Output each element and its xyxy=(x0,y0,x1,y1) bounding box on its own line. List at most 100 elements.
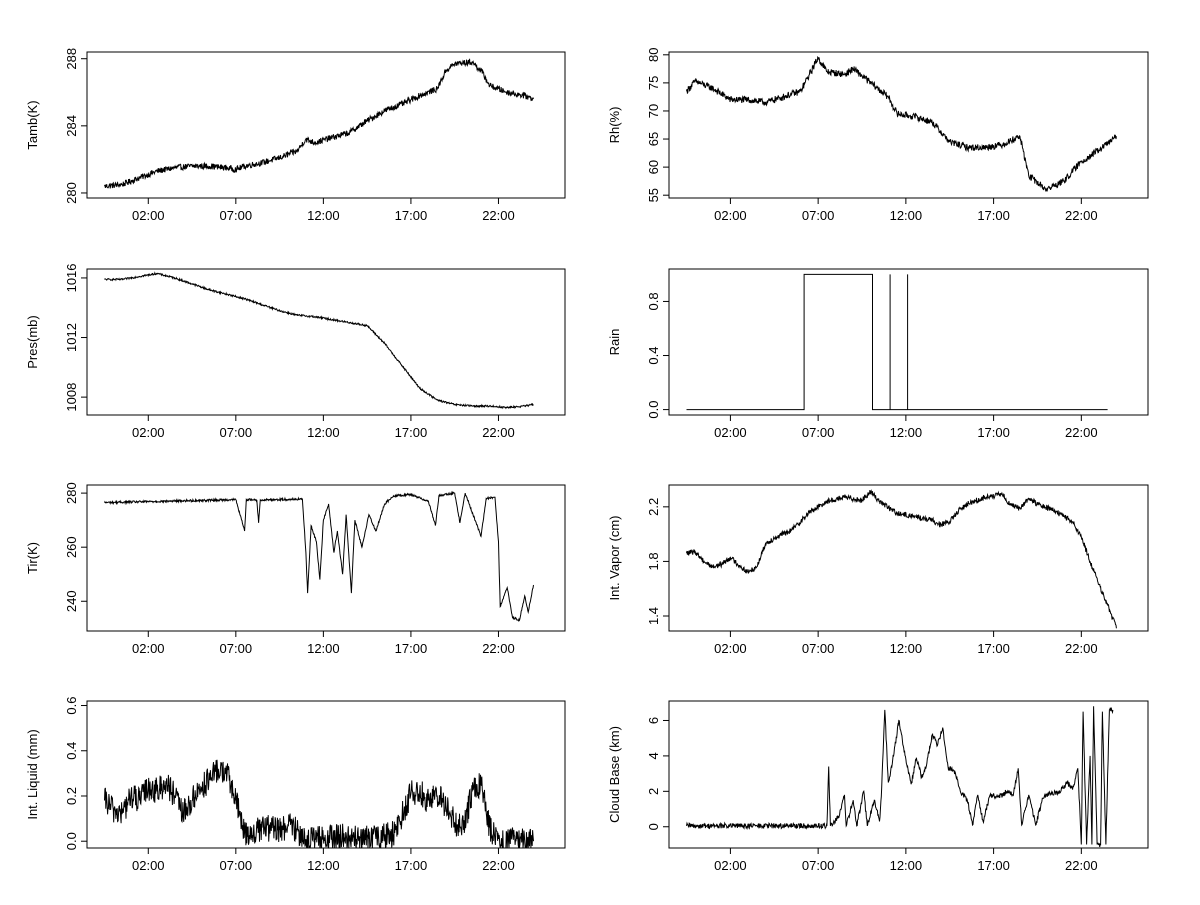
y-tick-label: 2 xyxy=(646,788,661,795)
series-line xyxy=(686,55,1117,192)
x-tick-label: 02:00 xyxy=(714,208,747,223)
x-tick-label: 07:00 xyxy=(220,858,253,873)
y-tick-label: 284 xyxy=(64,115,79,137)
x-tick-label: 07:00 xyxy=(220,425,253,440)
plot-frame xyxy=(86,51,566,199)
y-tick-label: 280 xyxy=(64,182,79,204)
plot-frame xyxy=(668,51,1149,199)
series-line xyxy=(104,58,534,189)
x-tick-label: 22:00 xyxy=(1065,641,1098,656)
x-tick-label: 02:00 xyxy=(714,858,747,873)
x-tick-label: 12:00 xyxy=(890,641,923,656)
y-tick-label: 1016 xyxy=(64,263,79,292)
y-tick-label: 75 xyxy=(646,76,661,90)
plot-frame xyxy=(86,700,566,849)
y-axis-label: Tamb(K) xyxy=(25,100,40,149)
x-tick-label: 02:00 xyxy=(714,425,747,440)
x-tick-label: 12:00 xyxy=(307,858,340,873)
x-tick-label: 22:00 xyxy=(482,425,515,440)
y-tick-label: 0.8 xyxy=(646,292,661,310)
series-line xyxy=(104,490,534,623)
y-tick-label: 1008 xyxy=(64,383,79,412)
x-tick-label: 17:00 xyxy=(977,641,1010,656)
y-tick-label: 1012 xyxy=(64,323,79,352)
x-tick-label: 07:00 xyxy=(802,425,835,440)
y-axis-label: Rh(%) xyxy=(607,107,622,144)
plot-frame xyxy=(86,484,566,632)
panel-tir: 02:00 07:00 12:00 17:00 22:00 240 260 280 Tir(K) xyxy=(25,482,566,656)
x-tick-label: 17:00 xyxy=(395,425,428,440)
y-tick-label: 280 xyxy=(64,482,79,504)
x-tick-label: 22:00 xyxy=(1065,425,1098,440)
x-tick-label: 17:00 xyxy=(395,208,428,223)
x-tick-label: 17:00 xyxy=(977,858,1010,873)
y-axis-label: Int. Liquid (mm) xyxy=(25,729,40,819)
plot-frame xyxy=(668,484,1149,632)
y-axis-label: Tir(K) xyxy=(25,542,40,574)
x-tick-label: 07:00 xyxy=(220,641,253,656)
y-tick-label: 55 xyxy=(646,188,661,202)
x-tick-label: 02:00 xyxy=(132,858,165,873)
x-tick-label: 22:00 xyxy=(1065,208,1098,223)
series-line xyxy=(686,706,1114,848)
y-tick-label: 80 xyxy=(646,48,661,62)
plot-frame xyxy=(86,268,566,416)
y-tick-label: 0.4 xyxy=(646,346,661,364)
series-line xyxy=(104,271,534,410)
x-tick-label: 12:00 xyxy=(307,641,340,656)
series-line xyxy=(686,489,1117,629)
x-tick-label: 02:00 xyxy=(132,641,165,656)
series-line xyxy=(686,273,1108,411)
x-tick-label: 12:00 xyxy=(307,425,340,440)
y-axis-label: Cloud Base (km) xyxy=(607,726,622,823)
plot-frame xyxy=(668,700,1149,849)
x-tick-label: 22:00 xyxy=(482,208,515,223)
x-tick-label: 07:00 xyxy=(220,208,253,223)
x-tick-label: 17:00 xyxy=(977,208,1010,223)
panel-cloud-base: 02:00 07:00 12:00 17:00 22:00 0 2 4 6 Cloud Base … xyxy=(607,700,1149,873)
y-tick-label: 60 xyxy=(646,160,661,174)
panel-pres: 02:00 07:00 12:00 17:00 22:00 1008 1012 1016 Pre… xyxy=(25,263,566,440)
x-tick-label: 17:00 xyxy=(977,425,1010,440)
y-tick-label: 0.2 xyxy=(64,787,79,805)
y-tick-label: 0.0 xyxy=(64,832,79,850)
x-tick-label: 17:00 xyxy=(395,641,428,656)
y-tick-label: 0.4 xyxy=(64,742,79,760)
x-tick-label: 02:00 xyxy=(714,641,747,656)
y-tick-label: 288 xyxy=(64,48,79,70)
panel-tamb: 02:00 07:00 12:00 17:00 22:00 280 284 288 Tamb(K… xyxy=(25,48,566,223)
x-tick-label: 02:00 xyxy=(132,425,165,440)
x-tick-label: 02:00 xyxy=(132,208,165,223)
x-tick-label: 17:00 xyxy=(395,858,428,873)
x-tick-label: 12:00 xyxy=(890,425,923,440)
y-tick-label: 240 xyxy=(64,590,79,612)
y-tick-label: 1.4 xyxy=(646,607,661,625)
x-tick-label: 22:00 xyxy=(482,641,515,656)
x-tick-label: 07:00 xyxy=(802,641,835,656)
series-line xyxy=(104,759,534,849)
x-tick-label: 22:00 xyxy=(1065,858,1098,873)
y-axis-label: Pres(mb) xyxy=(25,315,40,368)
panel-rain: 02:00 07:00 12:00 17:00 22:00 0.0 0.4 0.8 Rain xyxy=(607,268,1149,440)
y-axis-label: Int. Vapor (cm) xyxy=(607,515,622,600)
y-tick-label: 70 xyxy=(646,104,661,118)
y-tick-label: 1.8 xyxy=(646,552,661,570)
y-tick-label: 0.0 xyxy=(646,401,661,419)
x-tick-label: 12:00 xyxy=(307,208,340,223)
y-tick-label: 6 xyxy=(646,717,661,724)
x-tick-label: 07:00 xyxy=(802,208,835,223)
y-tick-label: 0.6 xyxy=(64,696,79,714)
plot-frame xyxy=(668,268,1149,416)
y-tick-label: 0 xyxy=(646,823,661,830)
panel-int-liquid: 02:00 07:00 12:00 17:00 22:00 0.0 0.2 0.4 0.6 Int… xyxy=(25,696,566,873)
y-tick-label: 65 xyxy=(646,132,661,146)
panel-rh: 02:00 07:00 12:00 17:00 22:00 55 60 65 70 75 80 Rh(… xyxy=(607,48,1149,223)
x-tick-label: 07:00 xyxy=(802,858,835,873)
x-tick-label: 12:00 xyxy=(890,858,923,873)
y-tick-label: 4 xyxy=(646,752,661,759)
y-tick-label: 2.2 xyxy=(646,498,661,516)
y-tick-label: 260 xyxy=(64,536,79,558)
y-axis-label: Rain xyxy=(607,329,622,356)
